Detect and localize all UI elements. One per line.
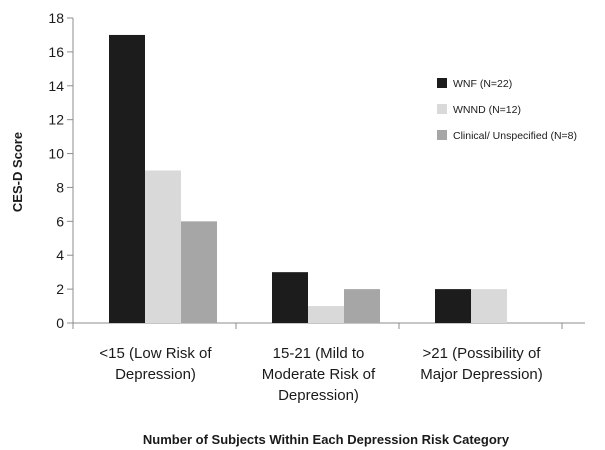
x-axis xyxy=(72,322,585,329)
legend-label: WNF (N=22) xyxy=(453,78,512,90)
legend: WNF (N=22) WNND (N=12) Clinical/ Unspecifi… xyxy=(437,78,577,142)
y-tick-label: 2 xyxy=(56,281,64,297)
legend-label: WNND (N=12) xyxy=(453,104,521,116)
y-tick-label: 6 xyxy=(56,213,64,229)
y-axis: 0 2 4 6 8 10 12 14 16 18 xyxy=(48,10,74,331)
y-tick-label: 12 xyxy=(48,112,64,128)
x-tick-label: >21 (Possibility of Major Depression) xyxy=(420,345,543,383)
bar xyxy=(344,289,380,323)
y-tick-label: 18 xyxy=(48,10,64,26)
x-axis-title: Number of Subjects Within Each Depressio… xyxy=(143,432,510,447)
y-axis-title: CES-D Score xyxy=(10,132,25,212)
x-tick-label: <15 (Low Risk of Depression) xyxy=(99,345,212,383)
category-labels: <15 (Low Risk of Depression) 15-21 (Mild t… xyxy=(99,345,542,404)
legend-label: Clinical/ Unspecified (N=8) xyxy=(453,130,577,142)
bar xyxy=(181,221,217,323)
bar xyxy=(435,289,471,323)
y-tick-label: 14 xyxy=(48,78,64,94)
bar xyxy=(308,306,344,323)
legend-swatch xyxy=(437,104,447,114)
bars xyxy=(109,34,507,323)
bar xyxy=(109,34,145,323)
y-tick-label: 10 xyxy=(48,146,64,162)
legend-swatch xyxy=(437,130,447,140)
y-tick-label: 4 xyxy=(56,247,64,263)
y-tick-label: 16 xyxy=(48,44,64,60)
y-tick-label: 0 xyxy=(56,315,64,331)
bar xyxy=(145,170,181,323)
bar xyxy=(471,289,507,323)
y-tick-label: 8 xyxy=(56,179,64,195)
legend-swatch xyxy=(437,78,447,88)
bar xyxy=(272,272,308,323)
x-tick-label: 15-21 (Mild to Moderate Risk of Depression… xyxy=(262,345,376,404)
